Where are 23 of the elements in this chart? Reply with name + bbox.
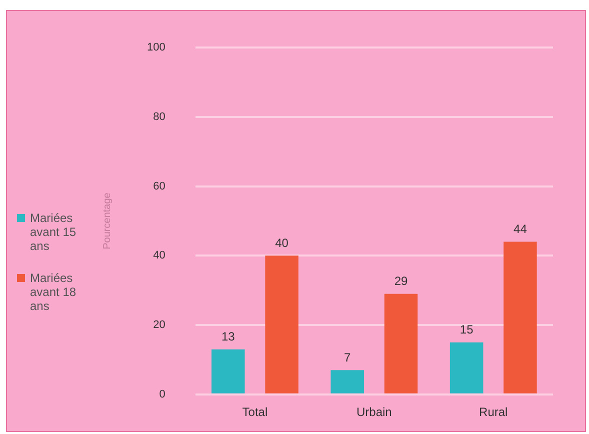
data-label: 29 (394, 274, 408, 288)
y-tick-label: 100 (146, 42, 166, 54)
x-tick-label: Rural (479, 404, 508, 419)
data-label: 15 (460, 322, 474, 337)
y-tick-label: 0 (159, 388, 166, 400)
y-tick-label: 60 (153, 180, 166, 192)
y-tick-label: 80 (153, 110, 166, 123)
data-label: 13 (221, 330, 236, 344)
bar (265, 256, 298, 394)
data-label: 44 (514, 222, 528, 236)
bar (450, 342, 484, 394)
bar (330, 370, 364, 394)
bar (504, 242, 537, 394)
x-tick-label: Total (242, 404, 268, 419)
legend-label: Mariées avant 15 ans (30, 211, 78, 253)
bar (212, 349, 245, 394)
data-label: 7 (344, 350, 352, 364)
data-label: 40 (275, 236, 289, 250)
bar (384, 294, 418, 394)
y-tick-label: 20 (153, 319, 166, 332)
x-tick-label: Urbain (356, 404, 392, 419)
y-tick-label: 40 (153, 250, 166, 262)
legend-label: Mariées avant 18 ans (30, 271, 78, 313)
